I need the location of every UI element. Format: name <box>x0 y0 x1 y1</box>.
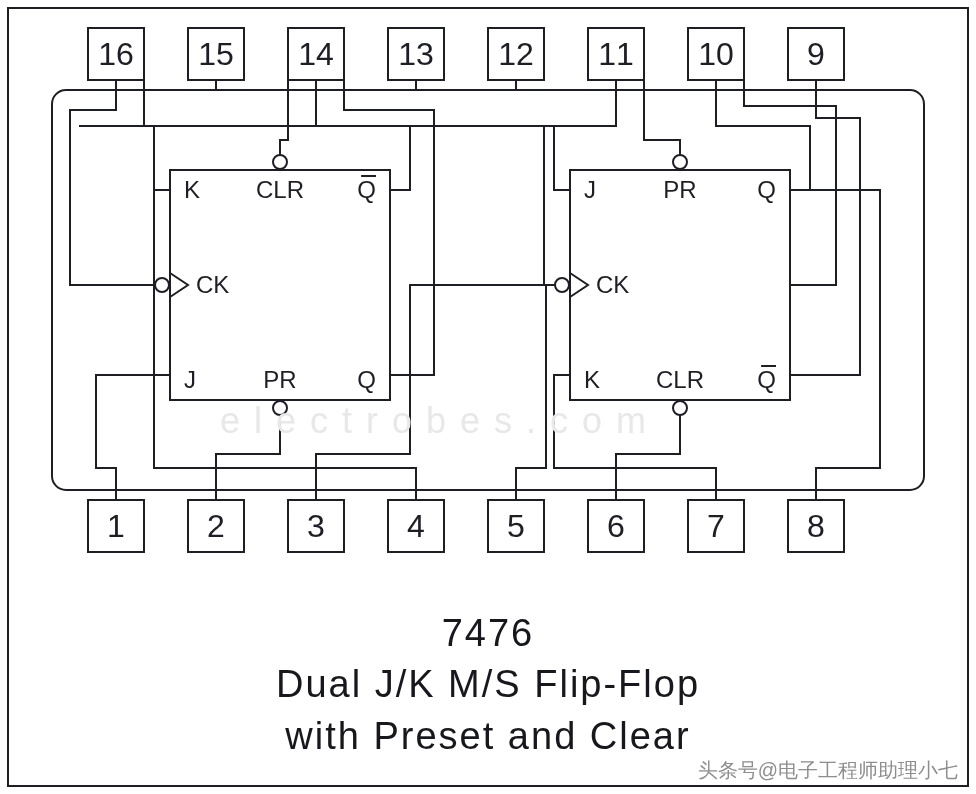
svg-rect-26 <box>8 8 968 786</box>
